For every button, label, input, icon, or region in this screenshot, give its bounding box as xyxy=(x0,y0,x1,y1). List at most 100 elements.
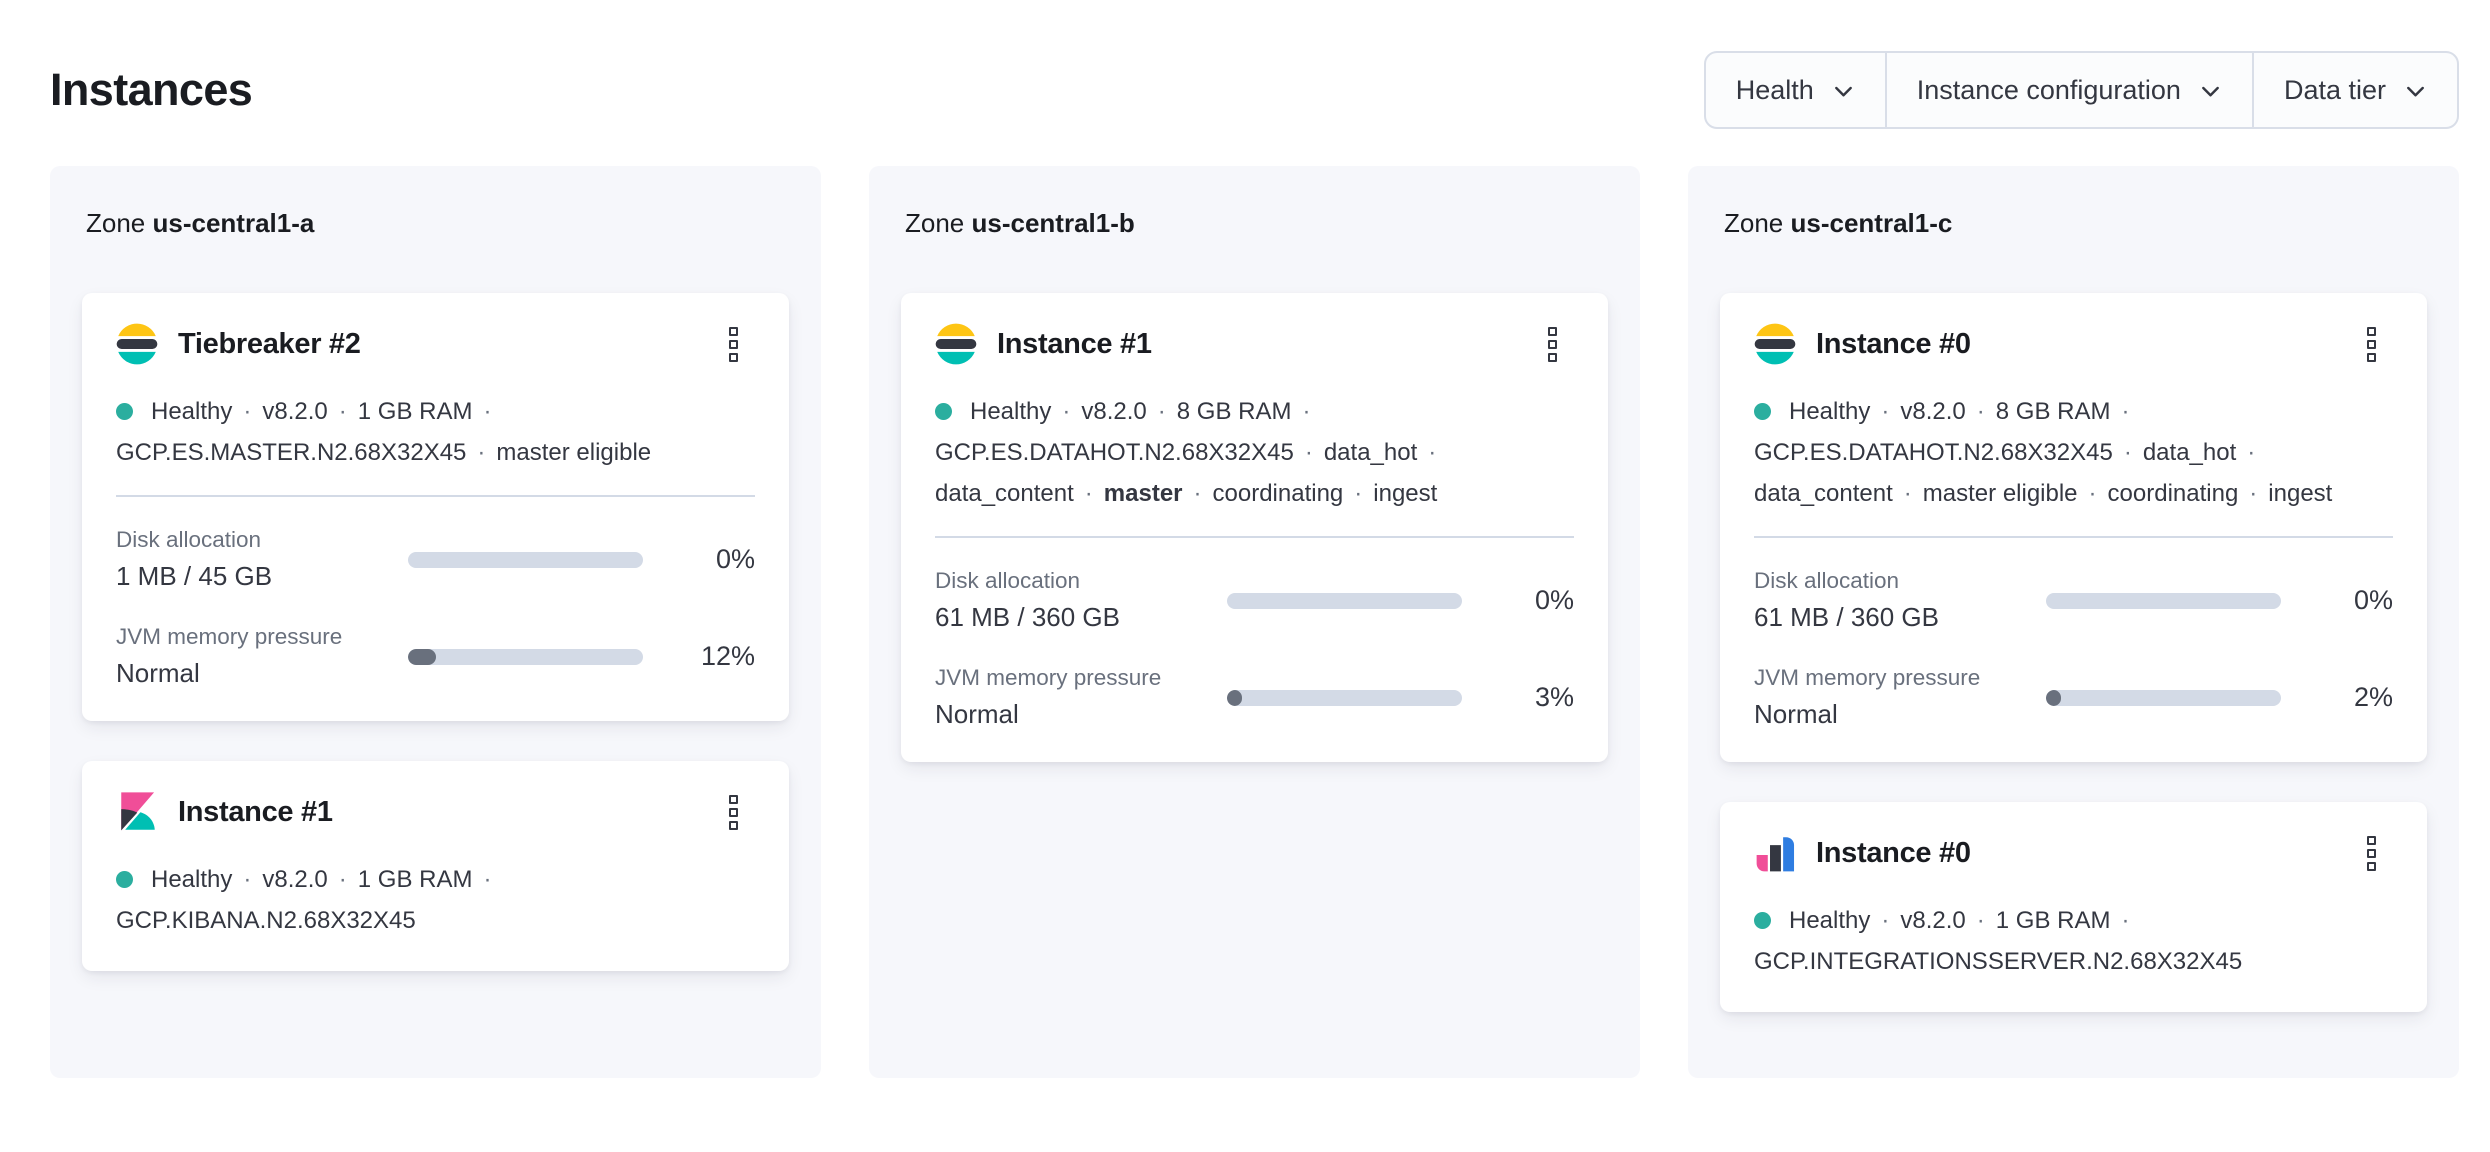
boxes-vertical-icon xyxy=(2366,339,2376,349)
dot-separator: · xyxy=(1354,480,1363,507)
instance-actions-menu-button[interactable] xyxy=(711,790,755,834)
meta-token: data_content xyxy=(1754,480,1893,507)
meta-token: data_hot xyxy=(2142,439,2237,466)
metric-percent: 3% xyxy=(1534,682,1574,712)
zone-name: us-central1-a xyxy=(152,208,315,238)
meta-token: 1 GB RAM xyxy=(357,866,473,893)
chevron-down-icon xyxy=(2407,86,2424,97)
metric-row: JVM memory pressure Normal 12% xyxy=(116,622,755,691)
instance-meta-line: GCP.KIBANA.N2.68X32X45 xyxy=(116,900,755,941)
jvm-memory-pressure-bar xyxy=(2046,689,2281,706)
zone-name: us-central1-c xyxy=(1790,208,1953,238)
metric-label: JVM memory pressure xyxy=(116,624,343,649)
metric-text: JVM memory pressure Normal xyxy=(1754,663,2020,732)
card-divider xyxy=(116,495,755,497)
instance-meta: Healthy · v8.2.0 · 8 GB RAM · GCP.ES.DATAHOT.N… xyxy=(935,391,1574,514)
instance-meta-line: data_content · master eligible · coordinatin… xyxy=(1754,473,2393,514)
instance-actions-menu-button[interactable] xyxy=(711,322,755,366)
meta-token: Healthy xyxy=(1789,398,1871,425)
instance-card-header: Instance #1 xyxy=(935,321,1574,367)
jvm-memory-pressure-bar xyxy=(1227,689,1462,706)
meta-token: v8.2.0 xyxy=(262,398,328,425)
instance-meta-line: data_content · master · coordinating · ingest xyxy=(935,473,1574,514)
health-dot xyxy=(1754,403,1771,420)
elasticsearch-logo-icon xyxy=(116,323,158,365)
instance-actions-menu-button[interactable] xyxy=(1530,322,1574,366)
dot-separator: · xyxy=(243,398,252,425)
zone-name: us-central1-b xyxy=(971,208,1135,238)
instance-title: Instance #1 xyxy=(178,795,333,828)
filter-group: Health Instance configuration Data tier xyxy=(1703,51,2459,129)
boxes-vertical-icon xyxy=(728,326,738,336)
meta-token: master xyxy=(1103,480,1183,507)
instance-meta-line: Healthy · v8.2.0 · 1 GB RAM · xyxy=(116,859,755,900)
boxes-vertical-icon xyxy=(728,339,738,349)
disk-allocation-bar xyxy=(1227,592,1462,609)
disk-allocation-bar xyxy=(2046,592,2281,609)
metric-percent: 2% xyxy=(2353,682,2393,712)
zones-container: Zone us-central1-a Tiebreaker #2 Healthy… xyxy=(50,166,2459,1078)
meta-token: GCP.KIBANA.N2.68X32X45 xyxy=(116,907,416,934)
filter-health-button[interactable]: Health xyxy=(1706,53,1887,127)
dot-separator: · xyxy=(1976,907,1985,934)
page-title: Instances xyxy=(50,64,253,115)
meta-token: 8 GB RAM xyxy=(1995,398,2111,425)
boxes-vertical-icon xyxy=(728,352,738,362)
health-dot xyxy=(116,871,133,888)
metric-percent: 12% xyxy=(700,641,755,671)
jvm-memory-pressure-bar-fill xyxy=(1227,689,1242,706)
zone-panel-us-central1-c: Zone us-central1-c Instance #0 Healthy · v… xyxy=(1688,166,2459,1078)
dot-separator: · xyxy=(243,866,252,893)
metric-value: 1 MB / 45 GB xyxy=(116,561,273,591)
dot-separator: · xyxy=(338,398,347,425)
health-dot xyxy=(1754,912,1771,929)
metric-percent: 0% xyxy=(1534,585,1574,615)
boxes-vertical-icon xyxy=(728,794,738,804)
metric-value: Normal xyxy=(1754,699,1838,729)
meta-token: GCP.ES.DATAHOT.N2.68X32X45 xyxy=(1754,439,2113,466)
metric-text: JVM memory pressure Normal xyxy=(116,622,382,691)
boxes-vertical-icon xyxy=(1547,326,1557,336)
dot-separator: · xyxy=(1881,907,1890,934)
meta-token: coordinating xyxy=(1212,480,1344,507)
zone-header: Zone us-central1-b xyxy=(905,208,1608,239)
boxes-vertical-icon xyxy=(2366,326,2376,336)
instance-card-header: Instance #1 xyxy=(116,789,755,835)
filter-data-tier-button[interactable]: Data tier xyxy=(2254,53,2457,127)
metric-text: Disk allocation 61 MB / 360 GB xyxy=(935,566,1201,635)
meta-token: 1 GB RAM xyxy=(1995,907,2111,934)
dot-separator: · xyxy=(2249,480,2258,507)
instance-meta-line: Healthy · v8.2.0 · 8 GB RAM · xyxy=(1754,391,2393,432)
instance-meta: Healthy · v8.2.0 · 1 GB RAM · GCP.KIBANA.N2.68… xyxy=(116,859,755,941)
dot-separator: · xyxy=(483,866,492,893)
meta-token: data_hot xyxy=(1323,439,1418,466)
zone-label: Zone xyxy=(86,208,153,238)
jvm-memory-pressure-bar-fill xyxy=(408,648,437,665)
filter-instance-configuration-button[interactable]: Instance configuration xyxy=(1887,53,2254,127)
metric-label: JVM memory pressure xyxy=(1754,665,1981,690)
instance-card-header: Instance #0 xyxy=(1754,321,2393,367)
metric-text: Disk allocation 61 MB / 360 GB xyxy=(1754,566,2020,635)
meta-token: 1 GB RAM xyxy=(357,398,473,425)
instance-actions-menu-button[interactable] xyxy=(2349,831,2393,875)
instance-actions-menu-button[interactable] xyxy=(2349,322,2393,366)
boxes-vertical-icon xyxy=(728,820,738,830)
instance-card: Instance #1 Healthy · v8.2.0 · 1 GB RAM · GCP.… xyxy=(82,761,789,971)
instance-title: Instance #0 xyxy=(1816,836,1971,869)
meta-token: ingest xyxy=(2268,480,2333,507)
meta-token: coordinating xyxy=(2107,480,2239,507)
meta-token: v8.2.0 xyxy=(1081,398,1147,425)
instance-meta-line: GCP.ES.MASTER.N2.68X32X45 · master eligibl… xyxy=(116,432,755,473)
card-divider xyxy=(1754,536,2393,538)
meta-token: GCP.INTEGRATIONSSERVER.N2.68X32X45 xyxy=(1754,948,2243,975)
zone-panel-us-central1-a: Zone us-central1-a Tiebreaker #2 Healthy… xyxy=(50,166,821,1078)
dot-separator: · xyxy=(2121,398,2130,425)
zone-panel-us-central1-b: Zone us-central1-b Instance #1 Healthy · v… xyxy=(869,166,1640,1078)
zone-label: Zone xyxy=(1724,208,1791,238)
zone-header: Zone us-central1-c xyxy=(1724,208,2427,239)
dot-separator: · xyxy=(483,398,492,425)
dot-separator: · xyxy=(338,866,347,893)
card-divider xyxy=(935,536,1574,538)
boxes-vertical-icon xyxy=(1547,352,1557,362)
metric-row: JVM memory pressure Normal 3% xyxy=(935,663,1574,732)
